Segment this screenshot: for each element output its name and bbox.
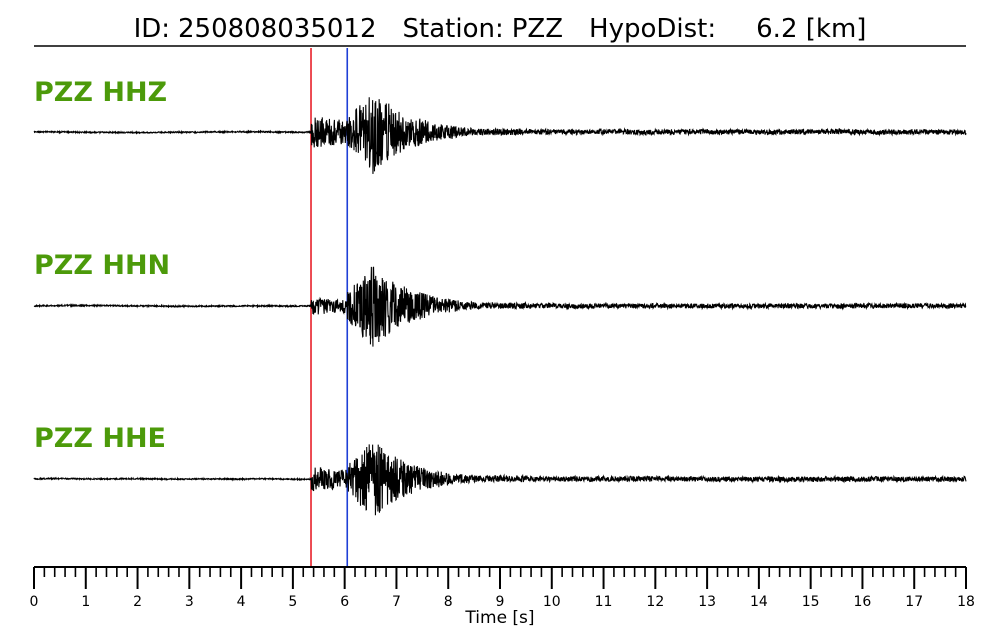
x-tick-label: 13 bbox=[698, 594, 716, 610]
x-tick-label: 15 bbox=[802, 594, 820, 610]
title-dist-label: HypoDist: bbox=[589, 14, 716, 44]
title-id: 250808035012 bbox=[178, 14, 377, 44]
x-tick-label: 10 bbox=[543, 594, 561, 610]
title-station-label: Station: bbox=[403, 14, 504, 44]
x-tick-label: 17 bbox=[905, 594, 923, 610]
chart-title: ID: 250808035012 Station: PZZ HypoDist: 6.2 [… bbox=[134, 14, 867, 44]
x-axis-label: Time [s] bbox=[464, 608, 534, 628]
title-id-label: ID: bbox=[134, 14, 170, 44]
x-tick-label: 6 bbox=[340, 594, 349, 610]
waveform-pzz-hhe bbox=[33, 444, 967, 516]
x-tick-label: 2 bbox=[133, 594, 142, 610]
x-tick-label: 12 bbox=[646, 594, 664, 610]
x-tick-label: 4 bbox=[237, 594, 246, 610]
trace-label-pzz-hhe: PZZ HHE bbox=[34, 423, 166, 454]
title-dist: 6.2 [km] bbox=[756, 14, 866, 44]
x-tick-label: 9 bbox=[496, 594, 505, 610]
x-tick-label: 5 bbox=[288, 594, 297, 610]
title-station: PZZ bbox=[512, 14, 563, 44]
x-tick-label: 8 bbox=[444, 594, 453, 610]
x-tick-label: 1 bbox=[81, 594, 90, 610]
x-tick-label: 16 bbox=[854, 594, 872, 610]
waveform-pzz-hhn bbox=[33, 266, 967, 347]
traces: PZZ HHZ PZZ HHN PZZ HHE bbox=[33, 77, 967, 516]
time-axis: 0 1 2 3 4 5 6 7 8 9 10 11 12 13 14 15 16 17 18 bbox=[30, 566, 975, 610]
trace-label-pzz-hhn: PZZ HHN bbox=[34, 250, 170, 281]
x-tick-label: 18 bbox=[957, 594, 975, 610]
x-tick-label: 0 bbox=[30, 594, 39, 610]
x-tick-label: 7 bbox=[392, 594, 401, 610]
trace-label-pzz-hhz: PZZ HHZ bbox=[34, 77, 167, 108]
x-tick-label: 3 bbox=[185, 594, 194, 610]
x-tick-label: 14 bbox=[750, 594, 768, 610]
waveform-pzz-hhz bbox=[33, 97, 967, 174]
x-tick-label: 11 bbox=[595, 594, 613, 610]
